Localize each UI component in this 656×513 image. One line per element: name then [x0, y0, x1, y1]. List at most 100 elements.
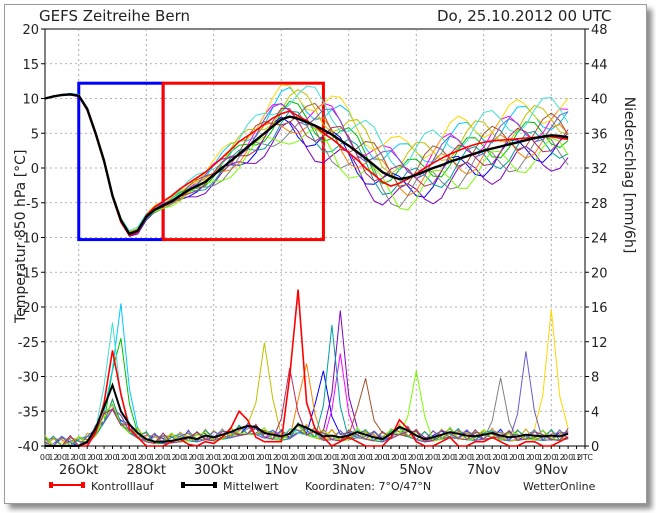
- x-hour-label: 00: [124, 453, 134, 462]
- x-hour-label: 00: [411, 453, 421, 462]
- x-hour-label: 12: [436, 453, 446, 462]
- x-hour-label: 00: [276, 453, 286, 462]
- coordinates-label: Koordinaten: 7°O/47°N: [305, 480, 432, 493]
- x-hour-label: 12: [538, 453, 548, 462]
- right-tick-label: 40: [591, 93, 608, 108]
- x-hour-label: 00: [377, 453, 387, 462]
- right-tick-label: 28: [591, 197, 608, 212]
- x-hour-label: 12: [183, 453, 193, 462]
- x-hour-label: 00: [259, 453, 269, 462]
- x-hour-label: 00: [226, 453, 236, 462]
- left-tick-label: -25: [18, 336, 39, 351]
- x-hour-label: 12: [571, 453, 581, 462]
- x-hour-label: 00: [428, 453, 438, 462]
- x-date-label: 3Nov: [332, 463, 366, 478]
- right-tick-label: 16: [591, 301, 608, 316]
- right-tick-label: 12: [591, 336, 608, 351]
- left-tick-label: -40: [18, 440, 39, 455]
- x-hour-label: 12: [487, 453, 497, 462]
- x-hour-label: 00: [479, 453, 489, 462]
- x-hour-label: 12: [217, 453, 227, 462]
- x-date-label: 9Nov: [534, 463, 568, 478]
- x-hour-label: 12: [234, 453, 244, 462]
- x-hour-label: 12: [268, 453, 278, 462]
- x-hour-label: 00: [512, 453, 522, 462]
- x-hour-label: 12: [301, 453, 311, 462]
- mean-precipitation-line: [45, 382, 569, 447]
- x-hour-label: 00: [192, 453, 202, 462]
- x-hour-label: 12: [352, 453, 362, 462]
- left-tick-label: -10: [18, 232, 39, 247]
- x-hour-label: 00: [361, 453, 371, 462]
- x-date-label: 7Nov: [467, 463, 501, 478]
- control-precipitation-line: [45, 289, 569, 447]
- highlight-box-2: [161, 81, 325, 242]
- x-hour-label: 00: [344, 453, 354, 462]
- right-tick-label: 0: [591, 440, 599, 455]
- right-tick-label: 20: [591, 266, 608, 281]
- x-hour-label: 00: [40, 453, 50, 462]
- left-tick-label: -30: [18, 371, 39, 386]
- control-temperature-line: [44, 93, 569, 237]
- legend-mean-swatch-marker-end: [213, 482, 217, 488]
- left-tick-label: -20: [18, 301, 39, 316]
- x-hour-label: 12: [420, 453, 430, 462]
- x-hour-label: 12: [470, 453, 480, 462]
- left-tick-label: 0: [31, 162, 39, 177]
- x-hour-label: 00: [175, 453, 185, 462]
- legend-swatches: [49, 482, 217, 488]
- x-hour-label: 12: [150, 453, 160, 462]
- x-hour-label: 00: [563, 453, 573, 462]
- right-tick-label: 36: [591, 127, 608, 142]
- chart-frame: 20 15 10 5 0 -5 -10 -15 -20 -25 -30 -35 -40 48 44 40 36 3…: [4, 4, 647, 504]
- member-temperature-line-14: [44, 85, 569, 232]
- main-series: [44, 93, 569, 447]
- x-hour-label: 00: [496, 453, 506, 462]
- x-hour-label: 00: [57, 453, 67, 462]
- chart-title: GEFS Zeitreihe Bern: [39, 7, 190, 25]
- x-hour-label: 12: [82, 453, 92, 462]
- grid: [44, 28, 586, 447]
- x-hour-label: UTC: [577, 453, 593, 462]
- left-tick-label: -35: [18, 405, 39, 420]
- x-hour-label: 12: [48, 453, 58, 462]
- legend-mean-swatch-marker-start: [181, 482, 185, 488]
- right-tick-label: 44: [591, 58, 608, 73]
- x-date-label: 26Okt: [59, 463, 98, 478]
- x-date-label: 5Nov: [399, 463, 433, 478]
- x-hour-label: 00: [394, 453, 404, 462]
- brand-label: WetterOnline: [523, 480, 596, 493]
- x-hour-label: 00: [462, 453, 472, 462]
- x-hour-label: 12: [403, 453, 413, 462]
- x-hour-label: 12: [318, 453, 328, 462]
- legend-control-label: Kontrolllauf: [91, 480, 154, 493]
- x-hour-label: 12: [116, 453, 126, 462]
- x-hour-label: 00: [209, 453, 219, 462]
- axes: 20151050-5-10-15-20-25-30-35-40484440363…: [18, 23, 608, 478]
- right-tick-label: 8: [591, 371, 599, 386]
- x-hour-label: 00: [529, 453, 539, 462]
- legend-control-swatch-marker-start: [49, 482, 53, 488]
- x-hour-label: 00: [74, 453, 84, 462]
- member-temperature-line-5: [44, 94, 569, 237]
- x-hour-label: 12: [521, 453, 531, 462]
- member-precipitation-line-12: [44, 351, 569, 447]
- x-hour-label: 00: [310, 453, 320, 462]
- right-tick-label: 32: [591, 162, 608, 177]
- x-hour-label: 00: [242, 453, 252, 462]
- x-date-label: 1Nov: [264, 463, 298, 478]
- left-tick-label: -15: [18, 266, 39, 281]
- x-date-label: 30Okt: [194, 463, 233, 478]
- x-hour-label: 00: [546, 453, 556, 462]
- right-tick-label: 4: [591, 405, 599, 420]
- x-hour-label: 00: [91, 453, 101, 462]
- member-temperature-line-8: [44, 93, 569, 234]
- member-temperature-line-10: [44, 88, 569, 233]
- y-axis-label-left: Temperatur 850 hPa [°C]: [13, 149, 29, 323]
- gefs-chart: 20151050-5-10-15-20-25-30-35-40484440363…: [18, 23, 608, 488]
- x-hour-label: 12: [99, 453, 109, 462]
- legend-control-swatch-marker-end: [81, 482, 85, 488]
- right-tick-label: 48: [591, 23, 608, 38]
- left-tick-label: 10: [22, 93, 39, 108]
- x-hour-label: 12: [555, 453, 565, 462]
